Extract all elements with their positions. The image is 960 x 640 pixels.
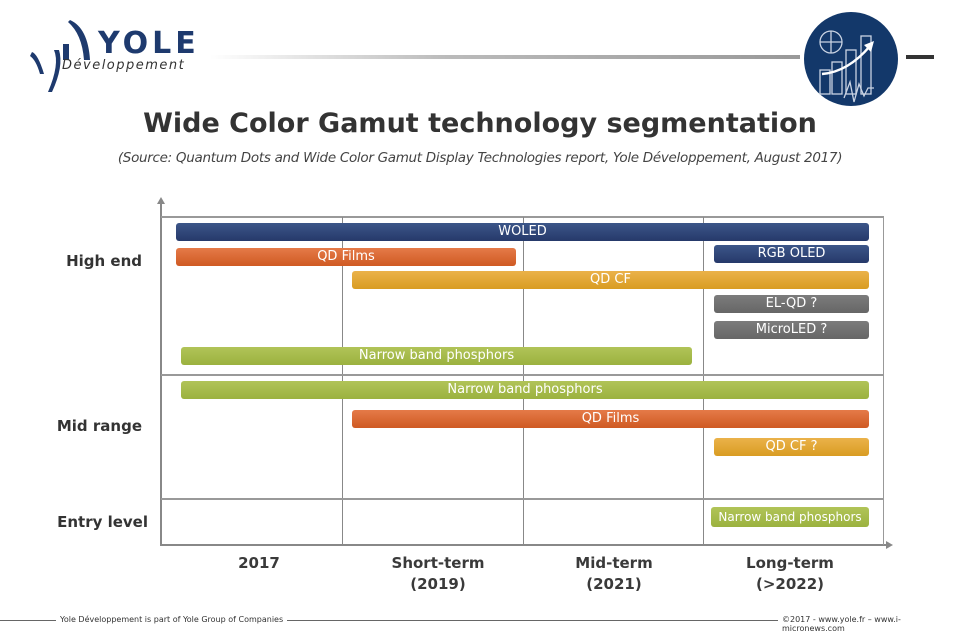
col-label-short-term: Short-term (2019) (391, 554, 485, 593)
bar-nbp-entry-level: Narrow band phosphors (711, 507, 869, 527)
logo-subtitle: Développement (62, 58, 186, 73)
bar-woled: WOLED (176, 223, 869, 241)
footer-left-text: Yole Développement is part of Yole Group… (56, 615, 288, 624)
x-axis-arrow-icon (886, 541, 893, 549)
footer-divider (0, 620, 960, 621)
source-subtitle: (Source: Quantum Dots and Wide Color Gam… (117, 150, 843, 166)
grid-right-border (883, 216, 884, 545)
row-label-entry-level: Entry level (57, 513, 148, 531)
grid-row-divider (161, 498, 883, 500)
bar-nbp-mid-range: Narrow band phosphors (181, 381, 869, 399)
x-axis (160, 544, 886, 546)
bar-microled: MicroLED ? (714, 321, 869, 339)
col-label-long-term: Long-term (>2022) (746, 554, 834, 593)
bar-qd-cf-mid-range: QD CF ? (714, 438, 869, 456)
col-label-2017: 2017 (238, 554, 280, 572)
grid-top-border (161, 216, 884, 218)
col-label-mid-term: Mid-term (2021) (575, 554, 653, 593)
bar-el-qd: EL-QD ? (714, 295, 869, 313)
header-divider (210, 55, 800, 59)
grid-row-divider (161, 374, 884, 376)
header-divider-right (906, 55, 934, 59)
yole-logo: YOLE Développement (30, 14, 200, 94)
row-label-high-end: High end (66, 252, 142, 270)
bar-qd-films-high-end: QD Films (176, 248, 516, 266)
y-axis-arrow-icon (157, 197, 165, 204)
footer-right-text: ©2017 - www.yole.fr – www.i-micronews.co… (778, 615, 960, 633)
footer-end-gap (938, 618, 944, 623)
page-title: Wide Color Gamut technology segmentation (143, 108, 817, 139)
row-label-mid-range: Mid range (56, 417, 142, 435)
bar-qd-cf-high-end: QD CF (352, 271, 869, 289)
bar-qd-films-mid-range: QD Films (352, 410, 869, 428)
logo-swoosh-icon (30, 20, 90, 92)
bar-nbp-high-end: Narrow band phosphors (181, 347, 692, 365)
bar-rgb-oled: RGB OLED (714, 245, 869, 263)
chart-analytics-icon (804, 12, 898, 106)
logo-brand: YOLE (98, 26, 200, 61)
